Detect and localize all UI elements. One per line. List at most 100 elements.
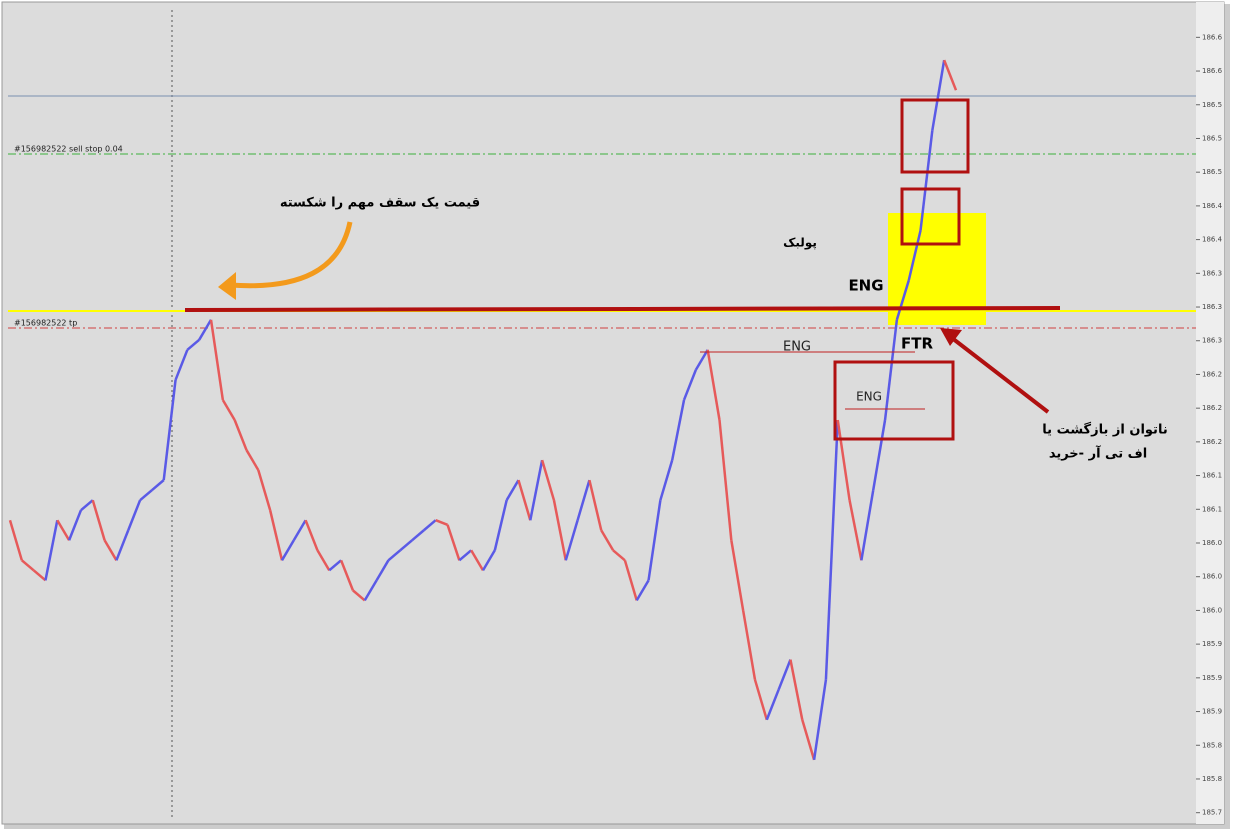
- price-segment: [435, 519, 448, 526]
- price-segment: [931, 59, 946, 131]
- orange-arrow-head: [218, 272, 236, 300]
- price-segment: [328, 559, 342, 572]
- y-tick-label: 186.2: [1202, 404, 1222, 412]
- price-segment: [186, 338, 201, 351]
- price-segment: [895, 280, 910, 321]
- y-tick-label: 186.4: [1202, 236, 1223, 244]
- y-tick-label: 186.0: [1202, 573, 1222, 581]
- y-tick-label: 185.9: [1202, 674, 1222, 682]
- y-tick-label: 186.3: [1202, 337, 1222, 345]
- price-segment: [789, 659, 804, 720]
- price-segment: [411, 529, 425, 542]
- price-segment: [103, 539, 118, 561]
- y-tick-label: 186.2: [1202, 370, 1222, 378]
- annotation: ENG: [856, 390, 882, 404]
- y-tick-label: 186.6: [1202, 33, 1223, 41]
- price-segment: [706, 349, 721, 421]
- price-segment: [635, 579, 650, 602]
- price-segment: [115, 529, 130, 561]
- price-segment: [470, 549, 485, 571]
- price-segment: [363, 579, 378, 602]
- price-segment: [493, 499, 508, 551]
- price-segment: [576, 479, 591, 521]
- price-segment: [292, 519, 307, 541]
- price-segment: [682, 369, 698, 401]
- price-segment: [612, 549, 626, 562]
- price-segment: [280, 539, 295, 561]
- price-segment: [883, 319, 899, 421]
- price-segment: [67, 509, 83, 541]
- plot-background: [1, 1, 1225, 825]
- y-tick-label: 186.1: [1202, 472, 1222, 480]
- annotation: پولبک: [783, 236, 817, 251]
- price-segment: [44, 519, 59, 581]
- y-tick-label: 186.3: [1202, 303, 1222, 311]
- price-segment: [848, 499, 863, 561]
- price-segment: [753, 679, 768, 721]
- price-segment: [670, 399, 686, 461]
- price-segment: [765, 689, 780, 721]
- price-segment: [8, 519, 24, 561]
- price-segment: [127, 499, 142, 531]
- price-segment: [741, 610, 757, 680]
- price-segment: [659, 459, 674, 501]
- order-label: #156982522 sell stop 0.04: [14, 145, 123, 154]
- price-segment: [151, 479, 165, 492]
- price-segment: [91, 499, 106, 541]
- price-segment: [174, 349, 189, 381]
- price-axis: [1196, 2, 1224, 824]
- price-segment: [860, 489, 875, 561]
- y-tick-label: 186.5: [1202, 134, 1222, 142]
- price-segment: [919, 130, 934, 231]
- price-segment: [505, 479, 520, 501]
- price-segment: [245, 449, 260, 471]
- annotation: اف تی آر -خرید: [1049, 445, 1147, 462]
- price-segment: [529, 459, 544, 521]
- price-segment: [552, 499, 568, 561]
- price-segment: [399, 539, 413, 552]
- price-segment: [375, 559, 390, 581]
- price-segment: [871, 419, 887, 491]
- broken-top-line: [184, 306, 1061, 312]
- price-segment: [21, 559, 35, 572]
- price-segment: [588, 479, 603, 531]
- y-tick-label: 186.0: [1202, 606, 1222, 614]
- price-segment: [352, 589, 366, 602]
- price-segment: [777, 659, 792, 691]
- price-segment: [647, 499, 662, 581]
- price-segment: [564, 519, 579, 561]
- price-segment: [943, 59, 958, 91]
- price-segment: [446, 524, 461, 561]
- orange-arrow: [229, 221, 353, 289]
- y-tick-label: 185.7: [1202, 809, 1222, 817]
- y-tick-label: 185.8: [1202, 741, 1222, 749]
- price-segment: [233, 419, 248, 451]
- y-tick-label: 186.3: [1202, 269, 1222, 277]
- annotation: ENG: [848, 277, 883, 295]
- price-segment: [824, 419, 839, 680]
- price-segment: [694, 349, 709, 371]
- highlight-box: [900, 187, 961, 246]
- annotation: FTR: [901, 335, 933, 353]
- price-segment: [730, 540, 745, 611]
- price-series: [8, 59, 958, 761]
- price-segment: [80, 499, 94, 512]
- y-tick-label: 186.5: [1202, 168, 1222, 176]
- y-tick-label: 185.9: [1202, 640, 1222, 648]
- price-segment: [257, 469, 272, 511]
- highlight-box: [833, 360, 955, 441]
- annotation: ENG: [783, 340, 811, 355]
- price-segment: [481, 549, 496, 571]
- price-segment: [162, 379, 177, 481]
- highlight-box: [900, 98, 970, 174]
- price-segment: [209, 319, 225, 401]
- price-segment: [458, 549, 472, 562]
- order-label: #156982522 tp: [14, 319, 77, 328]
- y-tick-label: 185.9: [1202, 708, 1222, 716]
- price-segment: [268, 509, 284, 561]
- price-segment: [198, 319, 213, 341]
- price-segment: [812, 679, 828, 761]
- price-segment: [801, 719, 816, 761]
- price-segment: [139, 489, 153, 502]
